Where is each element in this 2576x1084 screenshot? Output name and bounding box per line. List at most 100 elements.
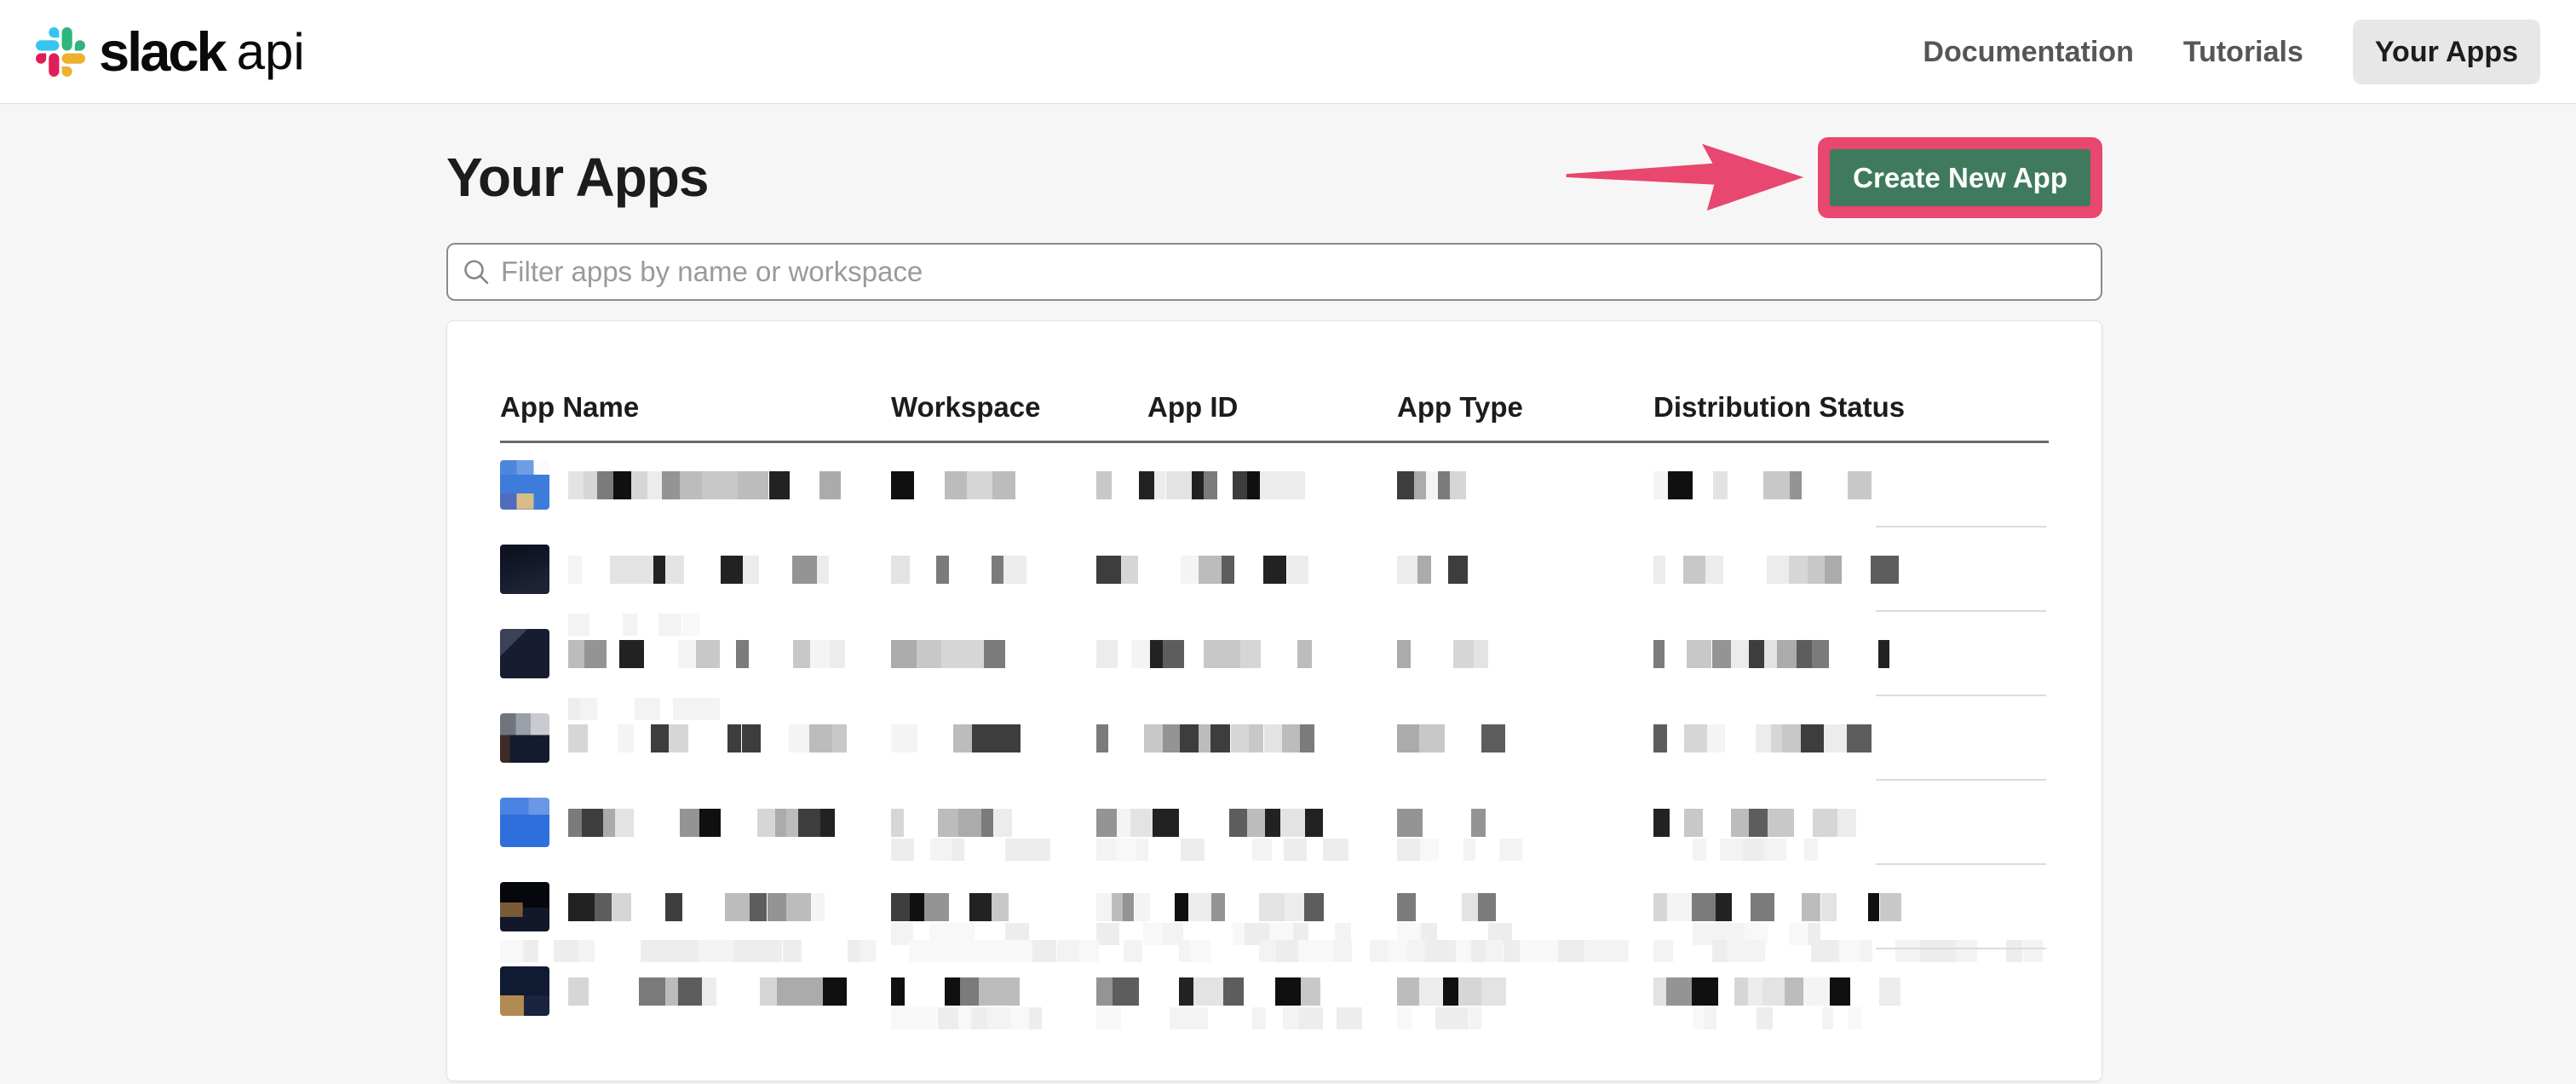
redacted-block	[568, 809, 583, 837]
nav-documentation[interactable]: Documentation	[1923, 35, 2134, 68]
redacted-block	[1263, 724, 1282, 752]
redacted-block	[941, 640, 961, 668]
redacted-block	[1028, 1007, 1043, 1029]
redacted-block	[1239, 640, 1262, 668]
create-new-app-button[interactable]: Create New App	[1830, 148, 2090, 206]
redacted-block	[1782, 724, 1801, 752]
redacted-block	[960, 640, 984, 668]
redacted-block	[617, 724, 634, 752]
table-row[interactable]	[500, 696, 2049, 781]
redacted-block	[1178, 977, 1194, 1006]
row-separator	[1876, 863, 2046, 865]
redacted-block	[1397, 839, 1421, 861]
redacted-block	[822, 977, 847, 1006]
redacted-block	[1653, 724, 1667, 752]
table-row[interactable]	[500, 865, 2049, 962]
redacted-block	[1839, 940, 1861, 962]
redacted-block	[1747, 977, 1762, 1006]
table-row[interactable]	[500, 528, 2049, 612]
redacted-block	[1481, 724, 1506, 752]
redacted-block	[810, 640, 831, 668]
redacted-block	[1686, 640, 1712, 668]
redacted-block	[1469, 1007, 1481, 1029]
redacted-block	[1704, 1007, 1716, 1029]
redacted-block	[777, 977, 802, 1006]
redacted-block	[696, 640, 721, 668]
redacted-block	[1259, 940, 1276, 962]
redacted-block	[1096, 977, 1113, 1006]
table-row[interactable]	[500, 781, 2049, 865]
redacted-block	[1165, 471, 1193, 499]
redacted-block	[1397, 809, 1423, 837]
redacted-block	[916, 640, 942, 668]
redacted-block	[1463, 839, 1476, 861]
redacted-block	[749, 893, 768, 921]
redacted-block	[714, 471, 738, 499]
redacted-block	[1096, 471, 1113, 499]
redacted-block	[1668, 471, 1693, 499]
redacted-block	[1878, 640, 1890, 668]
redacted-block	[623, 614, 637, 636]
redacted-block	[1210, 893, 1225, 921]
logo-api-suffix: api	[236, 22, 305, 80]
slack-api-logo[interactable]: slack api	[36, 24, 305, 79]
column-header-app-id: App ID	[1147, 391, 1239, 423]
redacted-block	[910, 893, 925, 921]
redacted-block	[1936, 940, 1957, 962]
redacted-block	[1458, 977, 1481, 1006]
redacted-block	[1442, 940, 1456, 962]
redacted-block	[1776, 640, 1797, 668]
redacted-block	[971, 724, 996, 752]
redacted-block	[1120, 556, 1139, 584]
redacted-block	[1304, 809, 1324, 837]
redacted-block	[983, 640, 1005, 668]
redacted-block	[1284, 839, 1307, 861]
redacted-block	[767, 893, 787, 921]
redacted-block	[733, 940, 754, 962]
table-row[interactable]	[500, 949, 2049, 1034]
annotation-arrow-icon	[1566, 143, 1804, 211]
redacted-block	[1334, 923, 1351, 945]
redacted-block	[1800, 724, 1825, 752]
redacted-block	[1116, 839, 1136, 861]
logo-wordmark: slack	[99, 20, 227, 83]
redacted-block	[664, 977, 678, 1006]
redacted-block	[789, 724, 809, 752]
nav-tutorials[interactable]: Tutorials	[2182, 35, 2303, 68]
nav-your-apps[interactable]: Your Apps	[2352, 19, 2540, 84]
redacted-block	[1004, 839, 1026, 861]
redacted-block	[664, 893, 683, 921]
row-separator	[1876, 695, 2046, 696]
redacted-block	[1486, 940, 1504, 962]
redacted-block	[1602, 940, 1629, 962]
redacted-block	[1802, 893, 1821, 921]
redacted-block	[1313, 940, 1333, 962]
redacted-block	[1111, 893, 1124, 921]
redacted-block	[1112, 977, 1139, 1006]
redacted-block	[1397, 724, 1420, 752]
redacted-block	[1123, 893, 1135, 921]
redacted-block	[1771, 724, 1782, 752]
redacted-block	[1693, 923, 1709, 945]
redacted-block	[1247, 809, 1265, 837]
redacted-block	[1820, 893, 1837, 921]
redacted-block	[1424, 940, 1443, 962]
redacted-block	[1693, 839, 1707, 861]
redacted-block	[684, 940, 699, 962]
redacted-block	[632, 556, 653, 584]
redacted-block	[1251, 839, 1273, 861]
table-row[interactable]	[500, 612, 2049, 696]
redacted-block	[1096, 724, 1109, 752]
redacted-block	[1425, 471, 1438, 499]
redacted-block	[1449, 471, 1466, 499]
redacted-block	[1443, 977, 1459, 1006]
table-row[interactable]	[500, 443, 2049, 528]
redacted-block	[945, 471, 967, 499]
redacted-block	[1807, 556, 1825, 584]
filter-apps-input[interactable]	[501, 256, 2087, 288]
redacted-block	[1228, 809, 1248, 837]
redacted-block	[782, 940, 802, 962]
redacted-block	[653, 556, 665, 584]
redacted-block	[1248, 724, 1264, 752]
redacted-block	[980, 809, 994, 837]
